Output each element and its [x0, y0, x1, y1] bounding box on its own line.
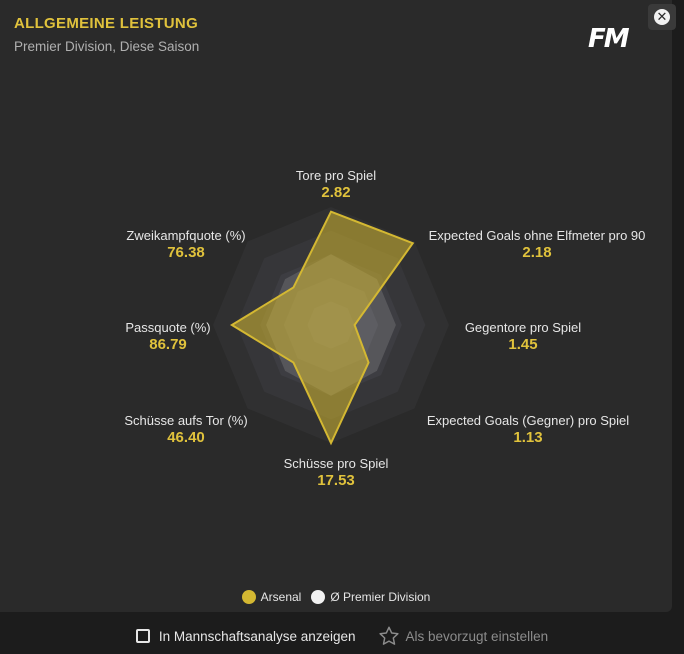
axis-label: Zweikampfquote (%) 76.38 [126, 228, 245, 262]
axis-value: 2.82 [321, 184, 351, 201]
legend-swatch-league-average [311, 590, 326, 604]
panel-title: ALLGEMEINE LEISTUNG [14, 15, 199, 32]
show-in-team-analysis-toggle[interactable]: In Mannschaftsanalyse anzeigen [135, 628, 356, 644]
radar-series-layer [229, 210, 415, 446]
axis-name: Tore pro Spiel [295, 168, 377, 183]
footer-bar: In Mannschaftsanalyse anzeigen Als bevor… [0, 625, 684, 647]
checkbox-icon[interactable] [135, 629, 150, 643]
axis-label: Schüsse aufs Tor (%) 46.40 [124, 413, 247, 447]
radar-series-arsenal [229, 210, 415, 446]
chart-legend: Arsenal Ø Premier Division [0, 590, 672, 604]
panel-subtitle: Premier Division, Diese Saison [14, 39, 200, 54]
legend-label-league-average: Ø Premier Division [330, 590, 431, 604]
axis-label: Tore pro Spiel 2.82 [296, 168, 376, 202]
axis-value: 1.45 [508, 336, 538, 353]
axis-label: Expected Goals ohne Elfmeter pro 90 2.18 [429, 228, 646, 262]
axis-value: 1.13 [513, 429, 543, 446]
axis-label: Gegentore pro Spiel 1.45 [465, 320, 581, 354]
star-icon [378, 626, 399, 645]
axis-label: Expected Goals (Gegner) pro Spiel 1.13 [427, 413, 629, 447]
close-icon: ✕ [654, 9, 670, 25]
set-favorite-button[interactable]: Als bevorzugt einstellen [378, 625, 549, 647]
axis-label: Passquote (%) 86.79 [125, 320, 210, 354]
axis-name: Gegentore pro Spiel [464, 320, 582, 335]
axis-name: Schüsse pro Spiel [283, 456, 389, 471]
axis-name: Zweikampfquote (%) [126, 228, 246, 243]
close-button[interactable]: ✕ [648, 4, 676, 30]
axis-name: Expected Goals (Gegner) pro Spiel [426, 413, 630, 428]
axis-name: Passquote (%) [125, 320, 211, 335]
fm-logo: FM [588, 24, 630, 54]
favorite-label: Als bevorzugt einstellen [405, 628, 549, 644]
axis-value: 2.18 [522, 244, 552, 261]
axis-value: 46.40 [167, 429, 205, 446]
legend-swatch-arsenal [241, 590, 256, 604]
axis-value: 17.53 [317, 472, 355, 489]
axis-label: Schüsse pro Spiel 17.53 [284, 456, 389, 490]
performance-panel: ALLGEMEINE LEISTUNG Premier Division, Di… [0, 0, 672, 612]
axis-value: 76.38 [167, 244, 205, 261]
checkbox-label: In Mannschaftsanalyse anzeigen [158, 628, 356, 644]
axis-value: 86.79 [149, 336, 187, 353]
axis-name: Expected Goals ohne Elfmeter pro 90 [428, 228, 646, 243]
legend-item-league-average: Ø Premier Division [311, 590, 430, 604]
axis-name: Schüsse aufs Tor (%) [124, 413, 248, 428]
legend-label-arsenal: Arsenal [260, 590, 302, 604]
legend-item-arsenal: Arsenal [241, 590, 302, 604]
radar-chart [229, 210, 426, 446]
